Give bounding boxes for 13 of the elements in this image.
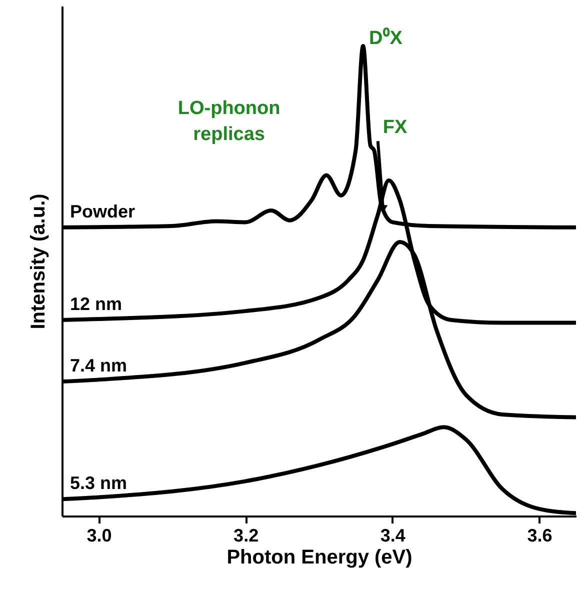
x-tick-label: 3.4 (380, 526, 406, 546)
series-label: Powder (70, 201, 136, 222)
y-axis-title: Intensity (a.u.) (28, 194, 50, 330)
x-axis-title: Photon Energy (eV) (226, 546, 412, 568)
x-tick-label: 3.6 (527, 526, 552, 546)
series-label: 12 nm (70, 294, 122, 314)
series-label: 7.4 nm (70, 356, 128, 376)
x-tick-label: 3.2 (234, 526, 259, 546)
x-tick-label: 3.0 (86, 526, 112, 546)
series-label: 5.3 nm (70, 473, 128, 494)
annotation: FX (382, 117, 408, 138)
annotation: LO-phonon replicas (178, 98, 280, 145)
annotation: D⁰X (369, 26, 403, 49)
